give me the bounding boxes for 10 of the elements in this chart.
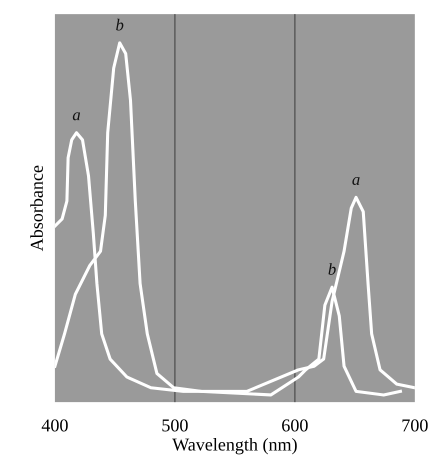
x-axis-title: Wavelength (nm) xyxy=(172,438,297,454)
annotation: b xyxy=(328,263,336,275)
x-tick-label: 600 xyxy=(282,419,308,432)
annotation: a xyxy=(352,177,360,186)
series-label: b xyxy=(116,18,124,31)
y-axis-title: Absorbance xyxy=(30,166,43,252)
x-tick-label: 500 xyxy=(162,419,188,432)
x-tick-label: 400 xyxy=(42,419,68,432)
series-label: a xyxy=(72,112,80,120)
x-tick-label: 700 xyxy=(402,419,428,432)
